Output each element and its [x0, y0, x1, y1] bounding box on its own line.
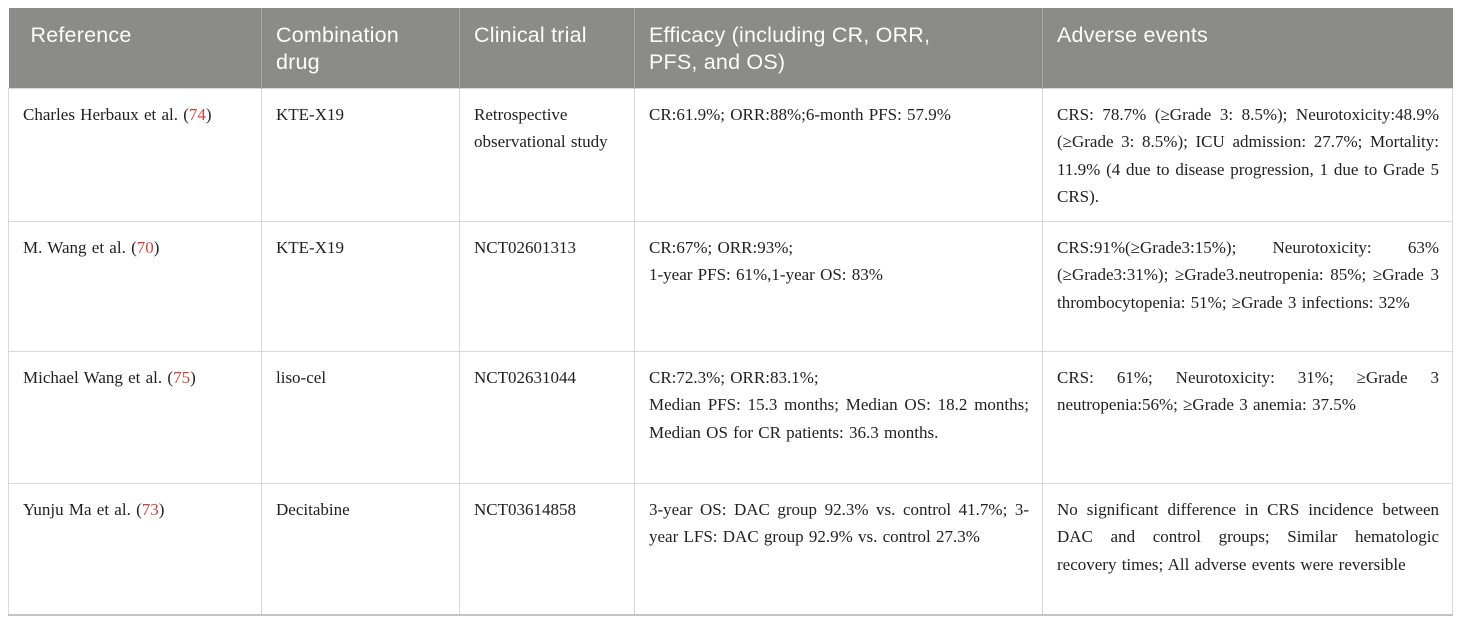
- paren-open: (: [183, 104, 189, 124]
- cell-adverse-events: CRS: 78.7% (≥Grade 3: 8.5%); Neurotoxici…: [1042, 87, 1453, 222]
- reference-author: Yunju Ma et al.: [23, 499, 131, 519]
- header-row: Reference Combination drug Clinical tria…: [8, 8, 1453, 88]
- column-header-efficacy: Efficacy (including CR, ORR, PFS, and OS…: [634, 8, 1043, 88]
- cell-efficacy: CR:72.3%; ORR:83.1%; Median PFS: 15.3 mo…: [634, 350, 1043, 484]
- citation-link[interactable]: 73: [141, 499, 159, 519]
- cell-clinical-trial: NCT02631044: [459, 350, 635, 484]
- cell-combination-drug: KTE-X19: [261, 87, 460, 222]
- cell-clinical-trial: NCT02601313: [459, 220, 635, 352]
- table-body: Charles Herbaux et al. (74) KTE-X19 Retr…: [8, 87, 1453, 617]
- table-row: Michael Wang et al. (75) liso-cel NCT026…: [8, 350, 1453, 484]
- cell-reference: M. Wang et al. (70): [8, 220, 262, 352]
- paren-close: ): [153, 237, 160, 257]
- column-header-reference: Reference: [8, 8, 262, 88]
- column-header-adverse-events: Adverse events: [1042, 8, 1453, 88]
- citation-link[interactable]: 75: [173, 367, 191, 387]
- citation: (75): [167, 368, 195, 387]
- cell-combination-drug: Decitabine: [261, 482, 460, 617]
- cell-reference: Yunju Ma et al. (73): [8, 482, 262, 617]
- cell-efficacy: CR:67%; ORR:93%; 1-year PFS: 61%,1-year …: [634, 220, 1043, 352]
- cell-adverse-events: CRS: 61%; Neurotoxicity: 31%; ≥Grade 3 n…: [1042, 350, 1453, 484]
- cell-adverse-events: No significant difference in CRS inciden…: [1042, 482, 1453, 617]
- paren-close: ): [158, 499, 165, 519]
- paren-open: (: [167, 367, 174, 387]
- table-header: Reference Combination drug Clinical tria…: [8, 8, 1453, 88]
- column-header-clinical-trial: Clinical trial: [459, 8, 635, 88]
- paren-close: ): [190, 367, 196, 387]
- table-row: M. Wang et al. (70) KTE-X19 NCT02601313 …: [8, 220, 1453, 352]
- cell-clinical-trial: Retrospective observational study: [459, 87, 635, 222]
- reference-author: Charles Herbaux et al.: [23, 104, 178, 124]
- clinical-trials-table: Reference Combination drug Clinical tria…: [8, 8, 1453, 617]
- paren-close: ): [205, 104, 212, 124]
- citation: (74): [183, 105, 211, 124]
- cell-reference: Charles Herbaux et al. (74): [8, 87, 262, 222]
- paren-open: (: [136, 499, 142, 519]
- cell-efficacy: CR:61.9%; ORR:88%;6-month PFS: 57.9%: [634, 87, 1043, 222]
- table-row: Yunju Ma et al. (73) Decitabine NCT03614…: [8, 482, 1453, 617]
- citation-link[interactable]: 70: [136, 237, 154, 257]
- paren-open: (: [131, 237, 137, 257]
- column-header-combination-drug: Combination drug: [261, 8, 460, 88]
- cell-clinical-trial: NCT03614858: [459, 482, 635, 617]
- cell-combination-drug: liso-cel: [261, 350, 460, 484]
- cell-adverse-events: CRS:91%(≥Grade3:15%); Neurotoxicity: 63%…: [1042, 220, 1453, 352]
- cell-combination-drug: KTE-X19: [261, 220, 460, 352]
- table-row: Charles Herbaux et al. (74) KTE-X19 Retr…: [8, 87, 1453, 222]
- cell-efficacy: 3-year OS: DAC group 92.3% vs. control 4…: [634, 482, 1043, 617]
- cell-reference: Michael Wang et al. (75): [8, 350, 262, 484]
- citation: (73): [136, 500, 164, 519]
- citation-link[interactable]: 74: [188, 104, 206, 124]
- reference-author: M. Wang et al.: [23, 237, 126, 257]
- reference-author: Michael Wang et al.: [23, 367, 163, 387]
- citation: (70): [131, 238, 159, 257]
